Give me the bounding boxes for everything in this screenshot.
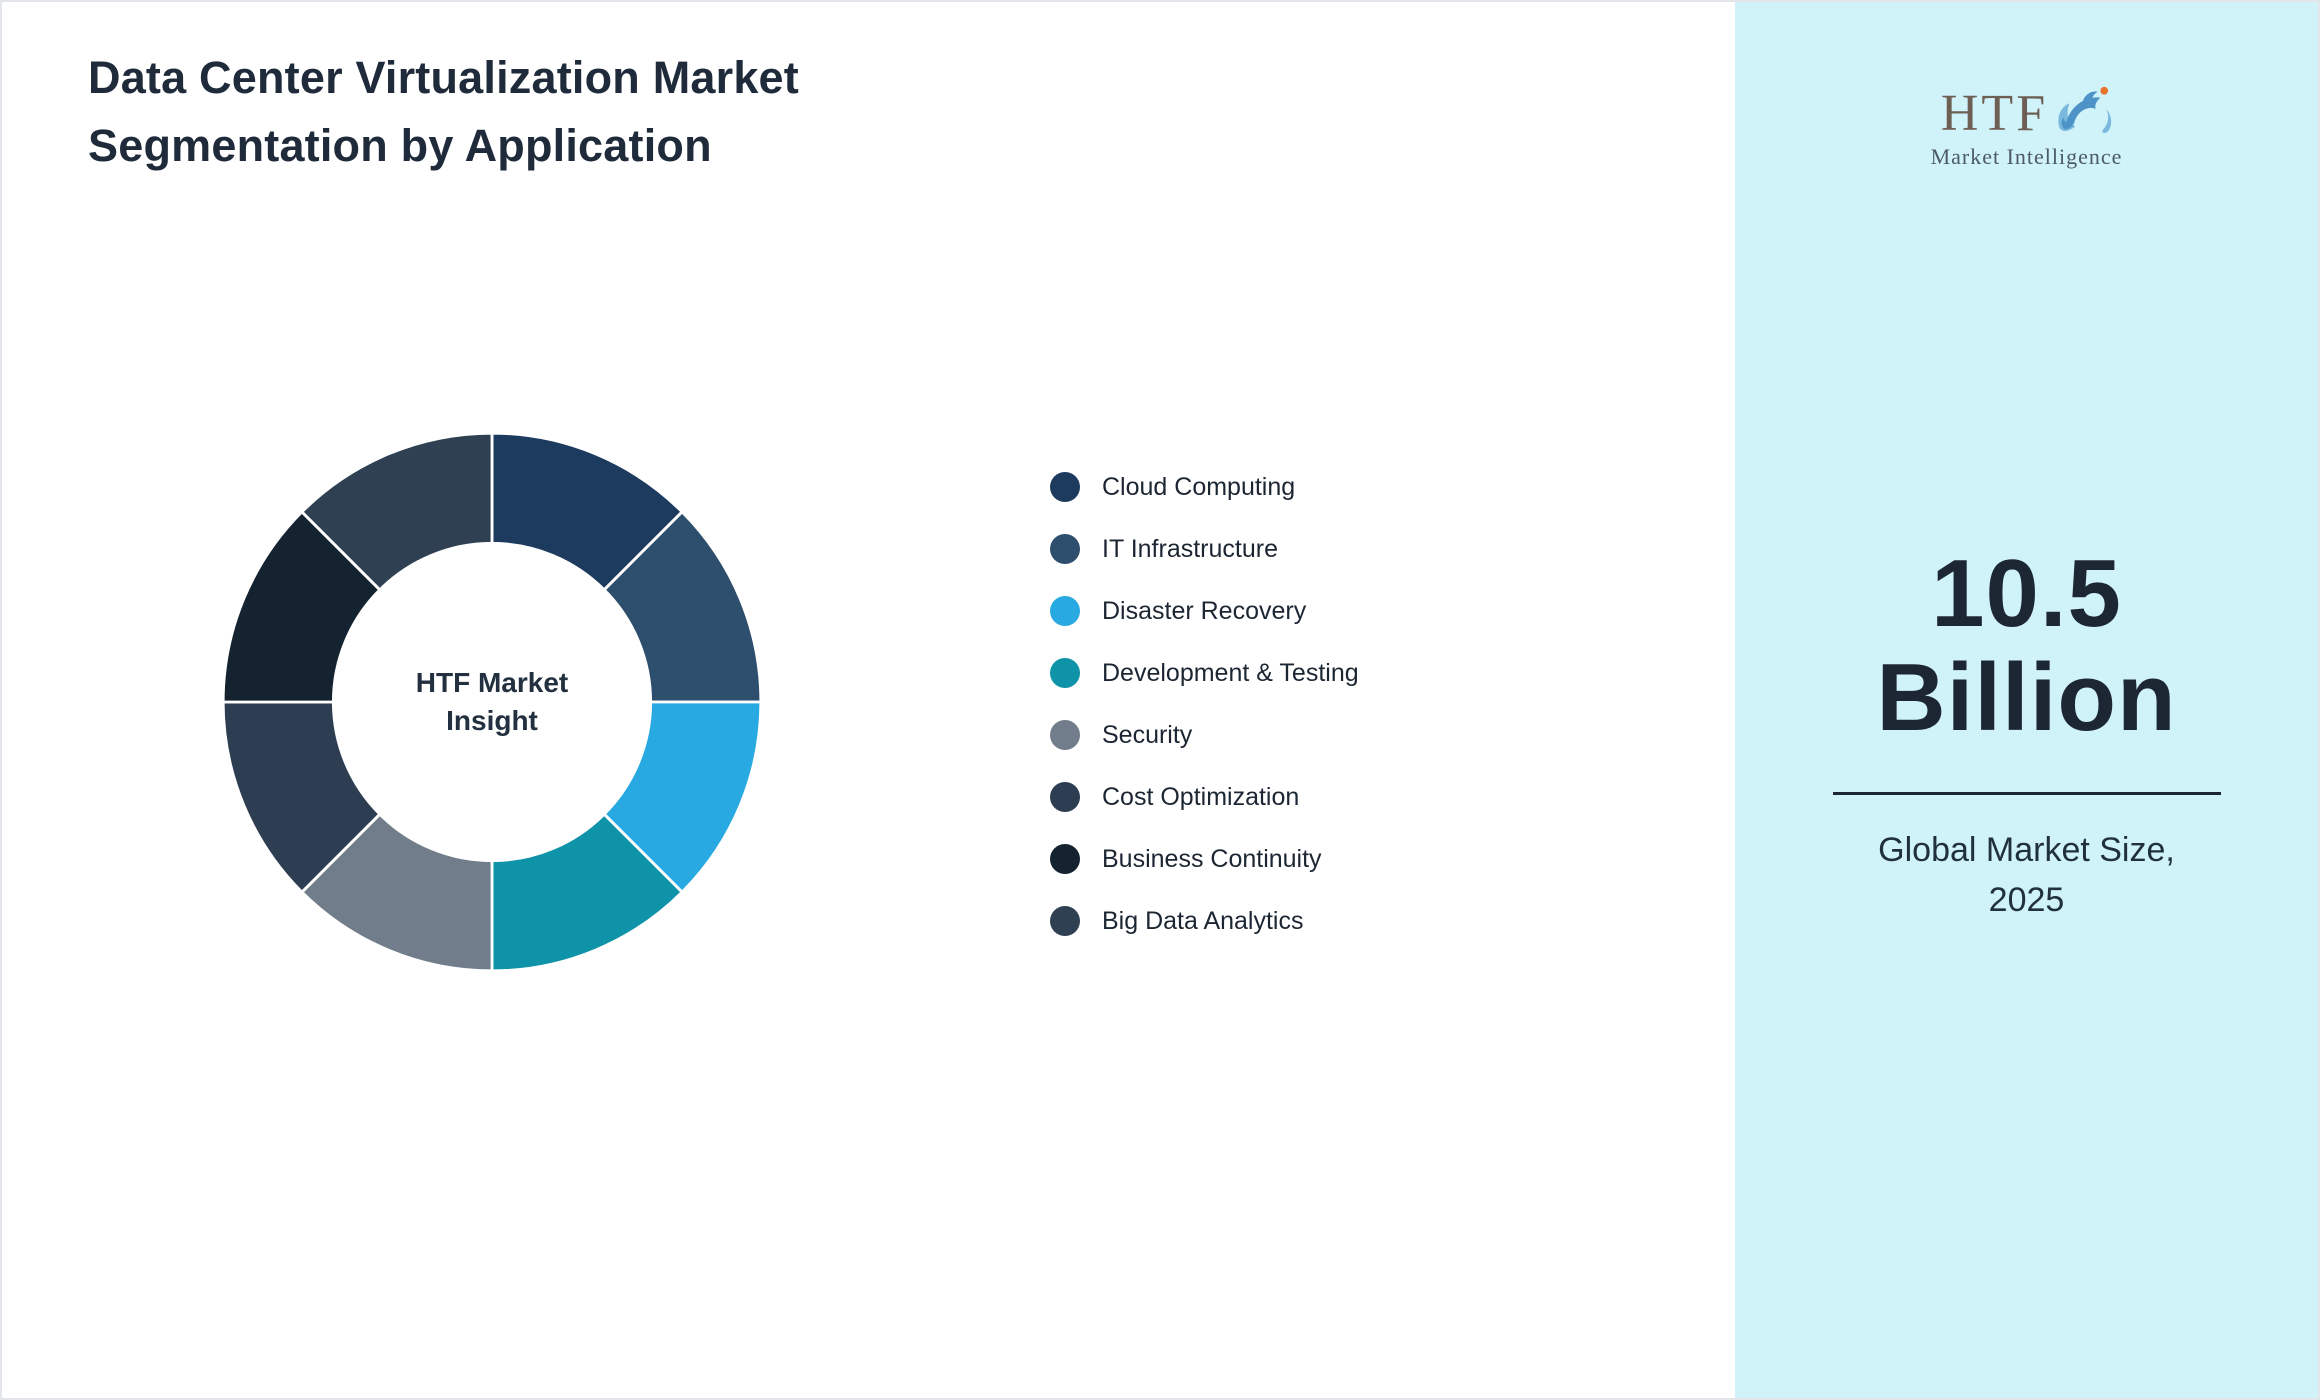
market-size-caption: Global Market Size, 2025 (1878, 831, 2175, 919)
donut-svg (221, 431, 763, 973)
legend-label: Disaster Recovery (1102, 596, 1307, 625)
htf-logo: HTF Market Intelligence (1735, 84, 2318, 170)
legend-swatch (1050, 596, 1080, 626)
legend-swatch (1050, 472, 1080, 502)
donut-center-label: HTF Market Insight (415, 667, 569, 736)
chart-area: Data Center Virtualization Market Segmen… (2, 2, 1739, 1398)
legend-item: Cost Optimization (1050, 782, 1359, 812)
legend-label: Big Data Analytics (1102, 906, 1304, 935)
dolphin-splash-icon (2058, 86, 2112, 134)
legend-label: IT Infrastructure (1102, 534, 1278, 563)
logo-row: HTF (1735, 84, 2318, 140)
legend-item: Development & Testing (1050, 658, 1359, 688)
legend-swatch (1050, 534, 1080, 564)
legend-swatch (1050, 782, 1080, 812)
page-title: Data Center Virtualization Market Segmen… (88, 52, 799, 171)
legend-item: Big Data Analytics (1050, 906, 1359, 936)
legend-swatch (1050, 658, 1080, 688)
legend-item: Cloud Computing (1050, 472, 1359, 502)
legend-label: Cost Optimization (1102, 782, 1300, 811)
legend-item: IT Infrastructure (1050, 534, 1359, 564)
legend-item: Disaster Recovery (1050, 596, 1359, 626)
logo-subtext: Market Intelligence (1930, 144, 2123, 169)
legend-label: Cloud Computing (1102, 472, 1296, 501)
side-panel: HTF Market Intelligence 10.5 Bi (1735, 2, 2318, 1398)
legend-swatch (1050, 906, 1080, 936)
legend-item: Security (1050, 720, 1359, 750)
divider-line (1832, 792, 2221, 795)
donut-segment (299, 431, 494, 592)
legend-swatch (1050, 720, 1080, 750)
legend-label: Security (1102, 720, 1193, 749)
chart-legend: Cloud Computing IT Infrastructure Disaster… (1050, 472, 1359, 936)
market-size-block: 10.5 Billion Global Market Size, 2025 (1735, 542, 2318, 925)
logo-text: HTF (1940, 85, 2049, 142)
legend-swatch (1050, 844, 1080, 874)
donut-chart: HTF Market Insight (207, 417, 777, 987)
legend-item: Business Continuity (1050, 844, 1359, 874)
legend-label: Development & Testing (1102, 658, 1359, 687)
legend-label: Business Continuity (1102, 844, 1322, 873)
market-size-value: 10.5 Billion (1876, 540, 2177, 751)
